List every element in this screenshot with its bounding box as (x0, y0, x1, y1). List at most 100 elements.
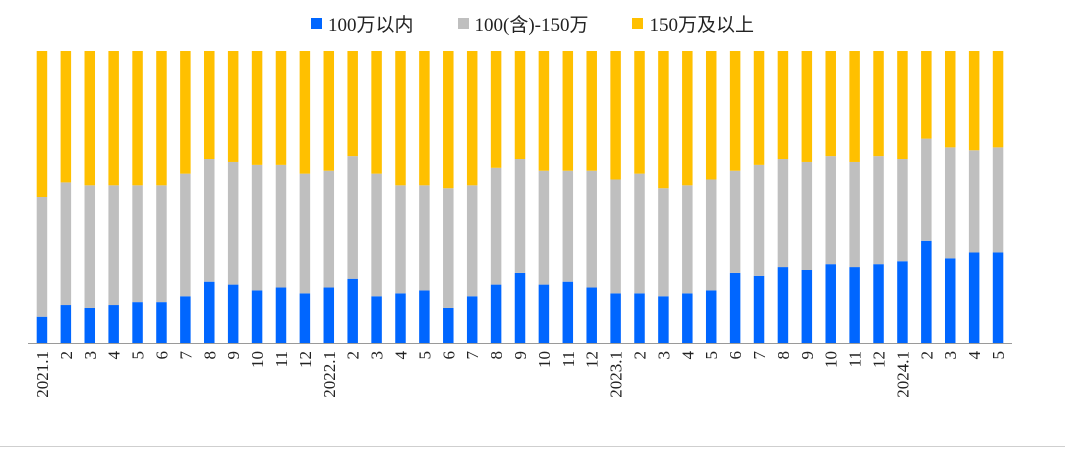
x-tick-label-8: 9 (224, 351, 243, 360)
x-tick-label-40: 5 (989, 351, 1008, 360)
bar-segment-s2-10 (275, 51, 287, 165)
bar-segment-s2-34 (849, 51, 860, 162)
bar-segment-s2-36 (897, 51, 908, 160)
bar-segment-s1-17 (443, 188, 454, 308)
legend-label-under-100w: 100万以内 (327, 15, 414, 36)
bar-segment-s1-2 (84, 185, 96, 308)
x-tick-label-11: 12 (296, 351, 315, 368)
bar-segment-s2-12 (323, 51, 335, 171)
bar-segment-s2-7 (204, 51, 215, 160)
bar-segment-s2-18 (466, 51, 478, 186)
bar-segment-s2-22 (562, 51, 574, 171)
bar-segment-s0-32 (801, 270, 813, 343)
x-tick-label-14: 3 (368, 351, 387, 360)
bar-segment-s1-11 (299, 173, 311, 294)
bar-segment-s0-21 (538, 284, 550, 343)
bar-segment-s1-39 (968, 150, 980, 253)
x-tick-label-20: 9 (511, 351, 530, 360)
x-tick-label-38: 3 (941, 351, 960, 360)
x-tick-label-23: 12 (583, 351, 602, 368)
x-tick-label-1: 2 (57, 351, 76, 360)
bar-segment-s0-40 (992, 252, 1004, 343)
bar-segment-s0-13 (347, 278, 358, 343)
bar-segment-s0-24 (610, 293, 621, 343)
bar-segment-s1-29 (729, 170, 741, 273)
legend-swatch-over-150w (632, 18, 644, 29)
bar-segment-s1-30 (753, 164, 765, 276)
x-tick-label-33: 10 (822, 351, 841, 368)
bar-segment-s0-25 (634, 293, 645, 343)
bar-segment-s2-1 (60, 51, 72, 183)
x-tick-label-22: 11 (559, 351, 578, 367)
x-tick-label-30: 7 (750, 351, 769, 360)
x-tick-label-13: 2 (344, 351, 363, 360)
bar-segment-s0-36 (897, 261, 908, 343)
bar-segment-s0-20 (514, 272, 526, 343)
bar-segment-s2-33 (825, 51, 836, 157)
bar-segment-s1-12 (323, 170, 335, 288)
bar-segment-s0-18 (466, 296, 478, 343)
bar-segment-s0-39 (968, 252, 980, 343)
x-tick-label-6: 7 (176, 351, 195, 360)
bar-segment-s0-15 (395, 293, 406, 343)
bar-segment-s1-37 (921, 138, 932, 241)
x-tick-label-0: 2021.1 (33, 351, 52, 398)
bar-segment-s2-19 (490, 51, 502, 168)
x-tick-label-26: 3 (654, 351, 673, 360)
bar-segment-s2-13 (347, 51, 358, 157)
x-tick-label-32: 9 (798, 351, 817, 360)
bar-segment-s0-34 (849, 267, 860, 343)
bar-segment-s0-7 (204, 281, 215, 343)
bar-segment-s1-19 (490, 167, 502, 285)
bar-segment-s1-25 (634, 173, 645, 294)
x-tick-label-18: 7 (463, 351, 482, 360)
x-tick-label-16: 5 (415, 351, 434, 360)
bar-segment-s2-11 (299, 51, 311, 174)
bar-segment-s2-40 (992, 51, 1004, 148)
bar-segment-s0-37 (921, 240, 932, 343)
bar-segment-s2-26 (658, 51, 669, 189)
legend-item-over-150w: 150万及以上 (632, 10, 754, 37)
bar-segment-s2-28 (705, 51, 717, 180)
bar-segment-s1-28 (705, 179, 717, 291)
bar-segment-s0-2 (84, 307, 96, 343)
bar-segment-s1-4 (132, 185, 143, 303)
x-tick-label-31: 8 (774, 351, 793, 360)
x-tick-label-35: 12 (870, 351, 889, 368)
bar-segment-s1-8 (227, 161, 239, 285)
bar-segment-s2-21 (538, 51, 550, 171)
legend-item-100-150w: 100(含)-150万 (457, 10, 588, 37)
bar-segment-s1-16 (419, 185, 430, 291)
legend-label-over-150w: 150万及以上 (649, 15, 754, 36)
bar-segment-s2-38 (944, 51, 956, 148)
bar-segment-s2-24 (610, 51, 621, 180)
bar-segment-s0-29 (729, 272, 741, 343)
x-tick-label-12: 2022.1 (320, 351, 339, 398)
bar-segment-s2-8 (227, 51, 239, 162)
bar-segment-s0-10 (275, 287, 287, 343)
bar-segment-s1-1 (60, 182, 72, 306)
x-tick-label-28: 5 (702, 351, 721, 360)
bar-segment-s1-3 (108, 185, 119, 306)
bar-segment-s2-2 (84, 51, 96, 186)
bar-segment-s1-14 (371, 173, 382, 297)
bar-segment-s0-12 (323, 287, 335, 343)
bar-segment-s0-4 (132, 302, 143, 343)
bar-segment-s1-21 (538, 170, 550, 285)
x-tick-label-5: 6 (152, 351, 171, 360)
bar-segment-s1-15 (395, 185, 406, 294)
bar-segment-s0-22 (562, 281, 574, 343)
x-tick-label-34: 11 (846, 351, 865, 367)
bar-segment-s1-10 (275, 164, 287, 288)
x-tick-label-2: 3 (81, 351, 100, 360)
x-tick-label-36: 2024.1 (893, 351, 912, 398)
bar-segment-s2-15 (395, 51, 406, 186)
bar-segment-s2-35 (873, 51, 884, 157)
bar-segment-s1-38 (944, 147, 956, 259)
legend: 100万以内 100(含)-150万 150万及以上 (0, 10, 1065, 37)
bar-segment-s2-14 (371, 51, 382, 174)
bar-segment-s1-26 (658, 188, 669, 297)
bar-segment-s2-16 (419, 51, 430, 186)
x-tick-label-3: 4 (105, 351, 124, 360)
